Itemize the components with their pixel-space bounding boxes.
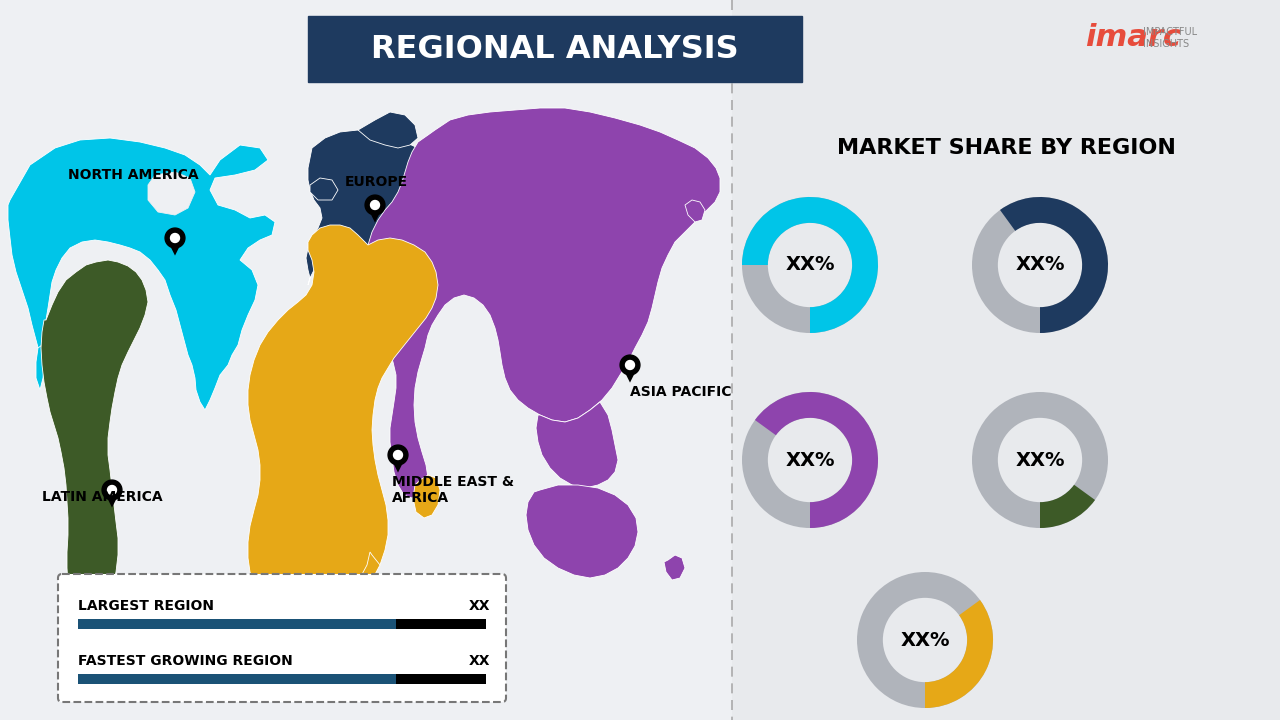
Circle shape [170, 233, 179, 243]
Text: LARGEST REGION: LARGEST REGION [78, 599, 214, 613]
Polygon shape [41, 260, 148, 635]
Text: XX%: XX% [1015, 451, 1065, 469]
Text: REGIONAL ANALYSIS: REGIONAL ANALYSIS [371, 34, 739, 65]
Circle shape [620, 355, 640, 375]
Polygon shape [358, 112, 419, 148]
Circle shape [108, 485, 116, 495]
Polygon shape [36, 345, 45, 390]
Wedge shape [972, 392, 1108, 528]
Polygon shape [664, 555, 685, 580]
Text: ASIA PACIFIC: ASIA PACIFIC [630, 385, 731, 399]
Wedge shape [742, 392, 878, 528]
Bar [397, 619, 486, 629]
Circle shape [370, 200, 379, 210]
Text: LATIN AMERICA: LATIN AMERICA [42, 490, 163, 504]
Polygon shape [526, 485, 637, 578]
Bar [732, 0, 1280, 720]
Bar [397, 674, 486, 684]
Text: XX%: XX% [785, 451, 835, 469]
Text: XX%: XX% [1015, 256, 1065, 274]
Circle shape [102, 480, 122, 500]
Text: FASTEST GROWING REGION: FASTEST GROWING REGION [78, 654, 293, 668]
Polygon shape [413, 475, 440, 518]
Polygon shape [8, 138, 275, 410]
Polygon shape [166, 238, 184, 256]
Text: MIDDLE EAST &
AFRICA: MIDDLE EAST & AFRICA [392, 475, 515, 505]
Polygon shape [306, 130, 442, 285]
Text: XX%: XX% [785, 256, 835, 274]
Circle shape [393, 451, 402, 459]
Polygon shape [248, 225, 438, 618]
Polygon shape [685, 200, 705, 222]
Polygon shape [310, 178, 338, 200]
Polygon shape [389, 455, 407, 472]
Bar [78, 674, 397, 684]
Circle shape [165, 228, 184, 248]
Wedge shape [1039, 485, 1094, 528]
Polygon shape [104, 490, 120, 508]
Circle shape [365, 195, 385, 215]
Polygon shape [148, 172, 195, 215]
Wedge shape [1000, 197, 1108, 333]
Text: INSIGHTS: INSIGHTS [1143, 39, 1189, 49]
Wedge shape [972, 197, 1108, 333]
Polygon shape [536, 402, 618, 488]
FancyBboxPatch shape [58, 574, 506, 702]
Wedge shape [742, 197, 878, 333]
Polygon shape [621, 365, 639, 382]
FancyBboxPatch shape [308, 16, 803, 82]
Text: XX: XX [468, 654, 490, 668]
Polygon shape [366, 205, 384, 222]
Circle shape [388, 445, 408, 465]
Wedge shape [858, 572, 993, 708]
Text: XX%: XX% [900, 631, 950, 649]
Wedge shape [925, 600, 993, 708]
Polygon shape [366, 108, 719, 498]
Polygon shape [328, 552, 380, 625]
Wedge shape [742, 197, 878, 333]
Text: imarc: imarc [1085, 24, 1181, 53]
Text: XX: XX [468, 599, 490, 613]
Text: EUROPE: EUROPE [346, 175, 408, 189]
Circle shape [626, 361, 635, 369]
Text: MARKET SHARE BY REGION: MARKET SHARE BY REGION [837, 138, 1175, 158]
Text: NORTH AMERICA: NORTH AMERICA [68, 168, 198, 182]
Text: IMPACTFUL: IMPACTFUL [1143, 27, 1197, 37]
Bar [78, 619, 397, 629]
Wedge shape [755, 392, 878, 528]
